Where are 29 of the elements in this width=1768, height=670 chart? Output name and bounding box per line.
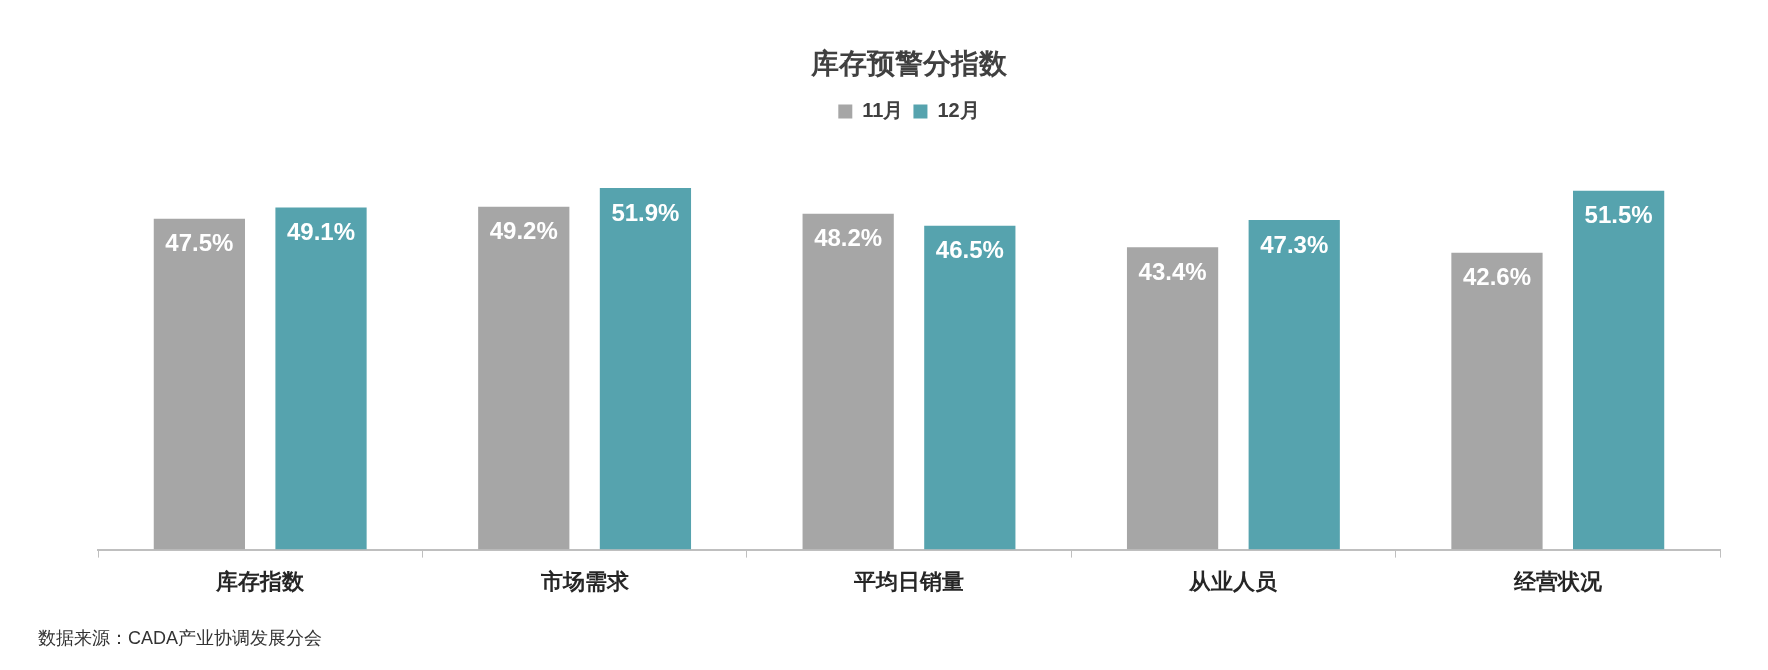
data-label: 49.2% — [489, 217, 558, 245]
source-note: 数据来源：CADA产业协调发展分会 — [38, 627, 323, 648]
bar — [153, 218, 245, 550]
legend-label: 12月 — [937, 99, 980, 122]
bar — [1248, 220, 1340, 550]
bar — [599, 188, 692, 550]
data-label: 47.3% — [1260, 230, 1329, 258]
x-tick-label: 平均日销量 — [853, 568, 964, 594]
data-label: 46.5% — [935, 236, 1004, 264]
data-label: 51.9% — [611, 198, 680, 226]
bar — [1573, 190, 1665, 550]
data-label: 48.2% — [814, 224, 883, 252]
bar — [478, 206, 570, 550]
x-tick-label: 从业人员 — [1188, 568, 1279, 594]
data-label: 42.6% — [1462, 263, 1532, 291]
data-label: 43.4% — [1138, 257, 1207, 285]
data-label: 51.5% — [1584, 201, 1653, 229]
data-label: 47.5% — [165, 229, 234, 257]
bar — [924, 225, 1016, 550]
x-tick-label: 库存指数 — [215, 568, 306, 594]
x-tick-label: 经营状况 — [1512, 568, 1603, 594]
chart-title: 库存预警分指数 — [810, 47, 1008, 79]
x-tick-label: 市场需求 — [539, 568, 630, 594]
bar — [802, 213, 894, 550]
bar — [1126, 247, 1219, 550]
bar — [1451, 252, 1543, 550]
legend-label: 11月 — [862, 99, 904, 122]
bar — [275, 207, 367, 550]
data-label: 49.1% — [286, 218, 356, 246]
